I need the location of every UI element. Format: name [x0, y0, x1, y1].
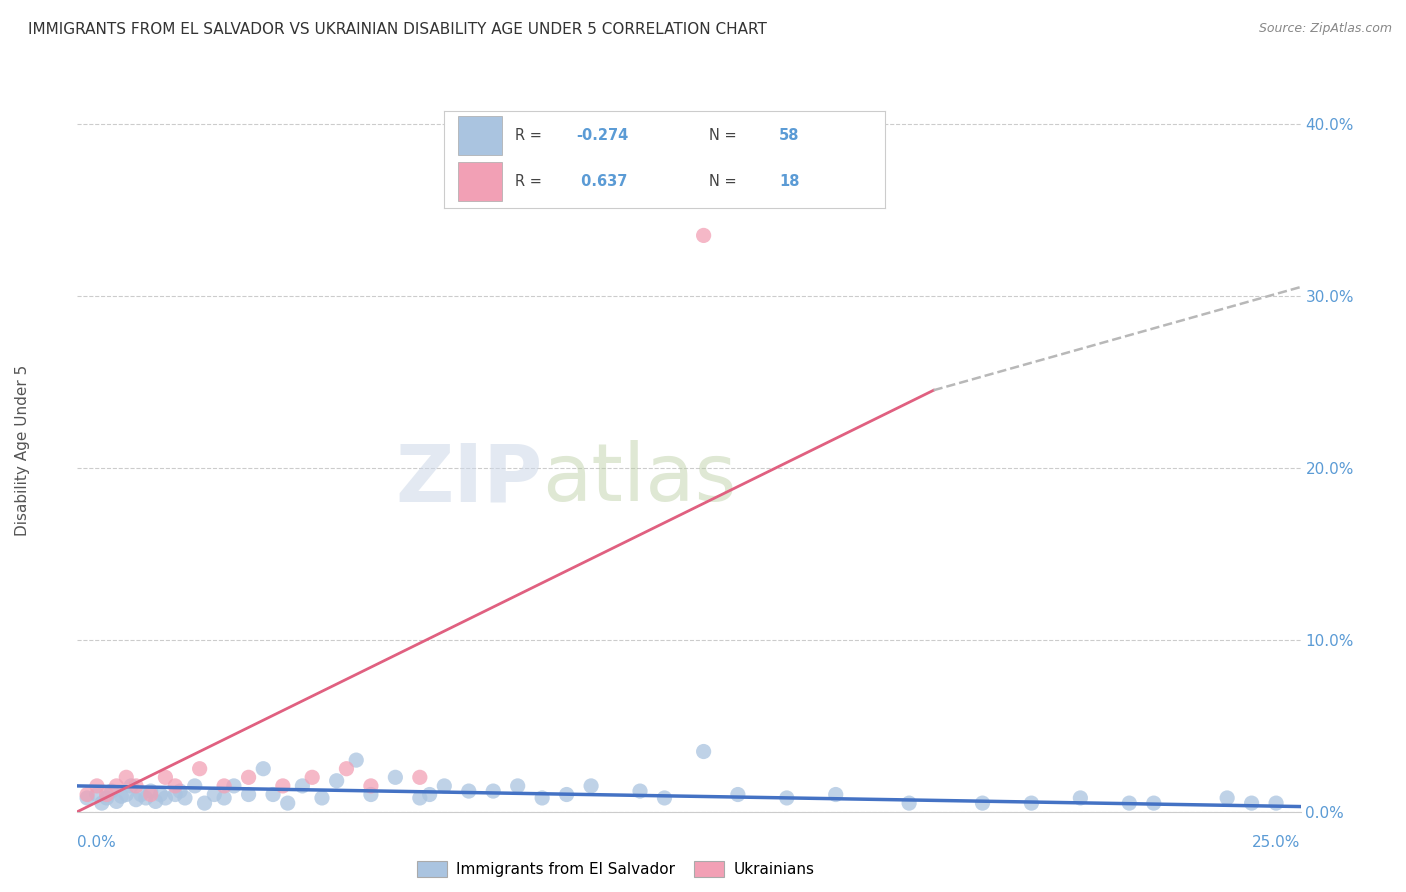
Point [291, 779, 314, 793]
Point [311, 791, 333, 805]
Text: Disability Age Under 5: Disability Age Under 5 [15, 365, 30, 536]
Point [1069, 791, 1091, 805]
Point [212, 791, 235, 805]
Point [149, 788, 172, 802]
Point [129, 788, 152, 802]
Point [335, 762, 357, 776]
Text: ZIP: ZIP [395, 441, 543, 518]
Point [76, 791, 98, 805]
Point [384, 770, 406, 784]
Point [972, 796, 994, 810]
Point [531, 791, 554, 805]
Point [202, 788, 225, 802]
Point [692, 744, 714, 758]
Point [433, 779, 456, 793]
Point [139, 784, 162, 798]
Point [76, 788, 98, 802]
Point [457, 784, 479, 798]
Point [125, 779, 148, 793]
Point [222, 779, 245, 793]
Point [96, 791, 118, 805]
Point [86, 788, 108, 802]
Point [1240, 796, 1263, 810]
Point [325, 773, 347, 788]
Point [169, 784, 191, 798]
Point [115, 788, 138, 802]
Point [90, 796, 112, 810]
Point [120, 779, 142, 793]
Point [238, 788, 260, 802]
Point [105, 794, 128, 808]
Point [360, 779, 382, 793]
Point [139, 788, 162, 802]
Point [271, 779, 294, 793]
Point [301, 770, 323, 784]
Point [165, 779, 187, 793]
Point [105, 779, 128, 793]
Point [692, 228, 714, 243]
Text: IMMIGRANTS FROM EL SALVADOR VS UKRAINIAN DISABILITY AGE UNDER 5 CORRELATION CHAR: IMMIGRANTS FROM EL SALVADOR VS UKRAINIAN… [28, 22, 768, 37]
Point [654, 791, 676, 805]
Point [193, 796, 215, 810]
Point [1021, 796, 1043, 810]
Point [579, 779, 602, 793]
Point [252, 762, 274, 776]
Point [506, 779, 529, 793]
Point [409, 770, 432, 784]
Point [1118, 796, 1140, 810]
Point [145, 794, 167, 808]
Point [628, 784, 651, 798]
Point [115, 770, 138, 784]
Point [86, 779, 108, 793]
Point [555, 788, 578, 802]
Point [776, 791, 799, 805]
Point [155, 791, 177, 805]
Point [184, 779, 207, 793]
Point [898, 796, 921, 810]
Point [135, 791, 157, 805]
Point [419, 788, 441, 802]
Text: atlas: atlas [543, 441, 737, 518]
Point [212, 779, 235, 793]
Point [727, 788, 749, 802]
Point [1265, 796, 1288, 810]
Point [409, 791, 432, 805]
Legend: Immigrants from El Salvador, Ukrainians: Immigrants from El Salvador, Ukrainians [411, 855, 821, 884]
Point [262, 788, 284, 802]
Point [344, 753, 367, 767]
Text: 25.0%: 25.0% [1253, 836, 1301, 850]
Point [188, 762, 211, 776]
Text: 0.0%: 0.0% [77, 836, 117, 850]
Point [1143, 796, 1166, 810]
Point [1216, 791, 1239, 805]
Point [482, 784, 505, 798]
Point [110, 789, 132, 804]
Point [277, 796, 299, 810]
Text: Source: ZipAtlas.com: Source: ZipAtlas.com [1258, 22, 1392, 36]
Point [165, 788, 187, 802]
Point [824, 788, 846, 802]
Point [155, 770, 177, 784]
Point [125, 793, 148, 806]
Point [360, 788, 382, 802]
Point [174, 791, 197, 805]
Point [96, 788, 118, 802]
Point [100, 784, 122, 798]
Point [238, 770, 260, 784]
